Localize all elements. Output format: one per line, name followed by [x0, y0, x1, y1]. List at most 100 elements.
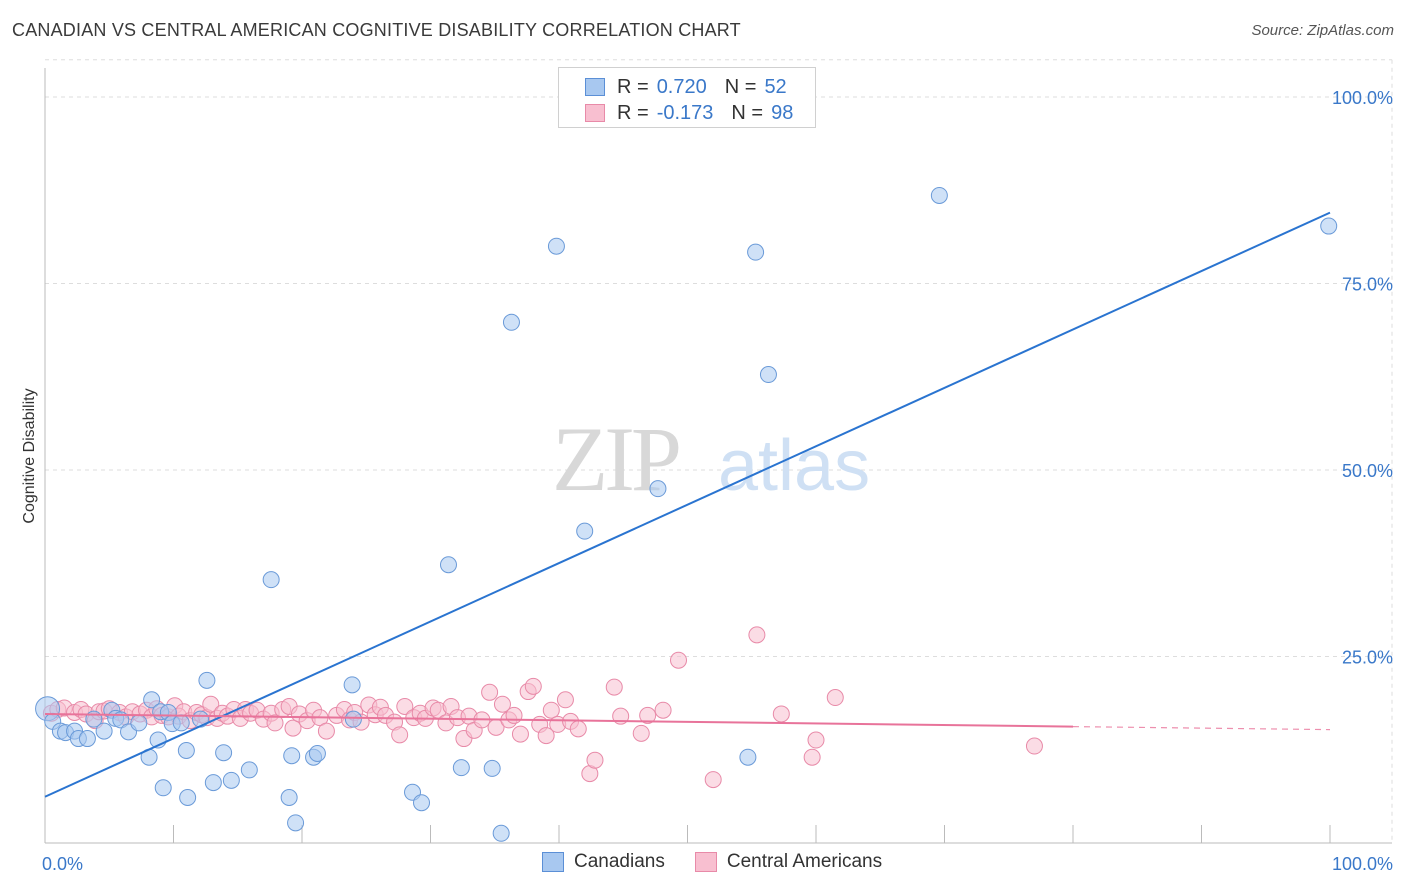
canadian-point	[502, 313, 520, 331]
legend-r-value: 0.720	[656, 75, 707, 98]
legend-swatch-canadians	[542, 852, 564, 872]
canadian-point	[130, 714, 148, 732]
grid-lines	[45, 59, 1393, 843]
canadian-point	[240, 761, 258, 779]
canadian-point	[222, 771, 240, 789]
legend-n-value: 52	[764, 75, 787, 98]
canadian-point	[179, 788, 197, 806]
central-american-point	[654, 701, 672, 719]
central-american-point	[748, 626, 766, 644]
trend-lines	[44, 211, 1331, 798]
canadian-point	[343, 676, 361, 694]
canadian-point	[452, 759, 470, 777]
legend-n-label: N =	[724, 75, 757, 98]
legend-n-label: N =	[731, 101, 764, 124]
correlation-legend: R = 0.720 N = 52 R = -0.173 N = 98	[558, 67, 816, 128]
axis-labels: 25.0% 50.0% 75.0% 100.0% 0.0% 100.0% Cognitive…	[21, 88, 1393, 874]
central-american-point	[556, 691, 574, 709]
canadian-point	[439, 556, 457, 574]
y-tick-label: 75.0%	[1342, 275, 1393, 295]
canadian-point	[172, 714, 190, 732]
central-american-point	[396, 697, 414, 715]
canadian-point	[191, 710, 209, 728]
canadian-point	[154, 779, 172, 797]
central-american-point	[605, 678, 623, 696]
watermark: ZIP atlas	[552, 408, 870, 510]
canadian-point	[492, 824, 510, 842]
series-legend: Canadians Central Americans	[542, 851, 912, 873]
legend-label-canadians: Canadians	[574, 851, 665, 872]
legend-item-canadians: Canadians	[542, 851, 665, 873]
watermark-atlas: atlas	[718, 426, 870, 506]
canadian-point	[262, 571, 280, 589]
legend-n-value: 98	[771, 101, 794, 124]
legend-row-canadians: R = 0.720 N = 52	[585, 75, 805, 99]
canadian-point	[413, 794, 431, 812]
canadian-point	[287, 814, 305, 832]
central-american-point	[493, 695, 511, 713]
central-american-point	[807, 731, 825, 749]
central-american-point	[803, 748, 821, 766]
y-tick-label: 100.0%	[1332, 88, 1393, 108]
canadian-point	[344, 710, 362, 728]
chart-title: CANADIAN VS CENTRAL AMERICAN COGNITIVE D…	[12, 20, 741, 40]
x-tick-label: 0.0%	[42, 854, 83, 874]
central-americans-points	[42, 626, 1043, 789]
central-americans-trend-line	[1072, 726, 1331, 731]
central-american-point	[772, 705, 790, 723]
central-american-point	[704, 771, 722, 789]
canadian-point	[280, 788, 298, 806]
canadian-point	[739, 748, 757, 766]
central-american-point	[586, 751, 604, 769]
canadian-point	[198, 671, 216, 689]
x-tick-label: 100.0%	[1332, 854, 1393, 874]
y-tick-label: 50.0%	[1342, 461, 1393, 481]
legend-swatch-central-americans	[694, 852, 717, 872]
canadian-point	[649, 480, 667, 498]
ticks	[44, 825, 1331, 843]
central-american-point	[481, 683, 499, 701]
y-tick-label: 25.0%	[1342, 648, 1393, 668]
legend-item-central-americans: Central Americans	[694, 851, 883, 873]
central-american-point	[391, 726, 409, 744]
legend-label-central-americans: Central Americans	[726, 851, 883, 872]
central-american-point	[569, 720, 587, 738]
central-american-point	[317, 722, 335, 740]
legend-r-value: -0.173	[656, 101, 714, 124]
canadian-point	[747, 243, 765, 261]
central-american-point	[542, 701, 560, 719]
central-american-point	[511, 725, 529, 743]
canadian-point	[483, 759, 501, 777]
canadian-point	[204, 774, 222, 792]
legend-swatch-blue	[585, 78, 605, 96]
canadian-point	[215, 744, 233, 762]
central-american-point	[632, 724, 650, 742]
canadian-point	[759, 366, 777, 384]
legend-row-central-americans: R = -0.173 N = 98	[585, 101, 811, 125]
central-american-point	[505, 706, 523, 724]
y-axis-title: Cognitive Disability	[21, 388, 38, 523]
canadian-point	[576, 522, 594, 540]
canadian-point	[1320, 217, 1338, 235]
canadian-point	[143, 691, 161, 709]
canadian-point	[930, 186, 948, 204]
canadians-points	[35, 186, 1338, 842]
central-american-point	[826, 689, 844, 707]
legend-r-label: R =	[617, 101, 649, 124]
central-american-point	[202, 695, 220, 713]
central-american-point	[537, 727, 555, 745]
central-americans-trend-line	[44, 712, 1074, 728]
canadian-point	[547, 237, 565, 255]
central-american-point	[1025, 737, 1043, 755]
canadian-point	[308, 744, 326, 762]
canadian-point	[177, 741, 195, 759]
central-american-point	[639, 706, 657, 724]
canadian-point	[78, 730, 96, 748]
central-american-point	[670, 651, 688, 669]
central-american-point	[284, 719, 302, 737]
legend-r-label: R =	[617, 75, 649, 98]
legend-swatch-pink	[585, 104, 605, 122]
canadians-trend-line	[44, 211, 1331, 798]
central-american-point	[524, 677, 542, 695]
